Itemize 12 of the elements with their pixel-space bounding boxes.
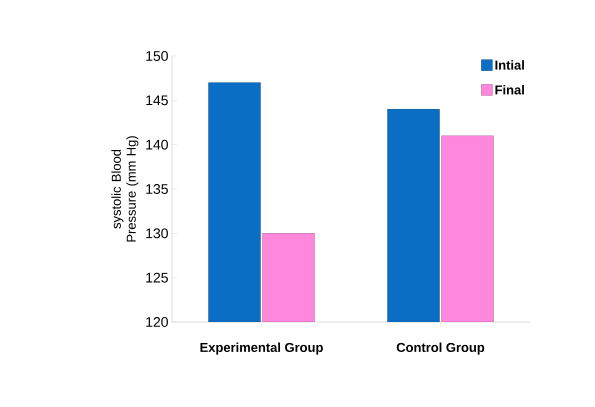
legend-label: Final [495,85,524,95]
y-tick-label: 145 [146,95,168,106]
y-tick-label: 130 [146,228,168,238]
y-tick-label: 150 [146,51,168,61]
legend-label: Intial [495,60,524,70]
y-axis-title: systolic Blood Pressure (mm Hg) [111,136,138,242]
y-tick-label: 125 [146,272,168,283]
x-tick-label: Experimental Group [200,342,323,355]
y-tick-label: 135 [146,184,168,194]
x-tick-label: Control Group [396,342,484,355]
y-tick-label: 140 [146,140,168,150]
y-tick-label: 120 [146,317,168,327]
